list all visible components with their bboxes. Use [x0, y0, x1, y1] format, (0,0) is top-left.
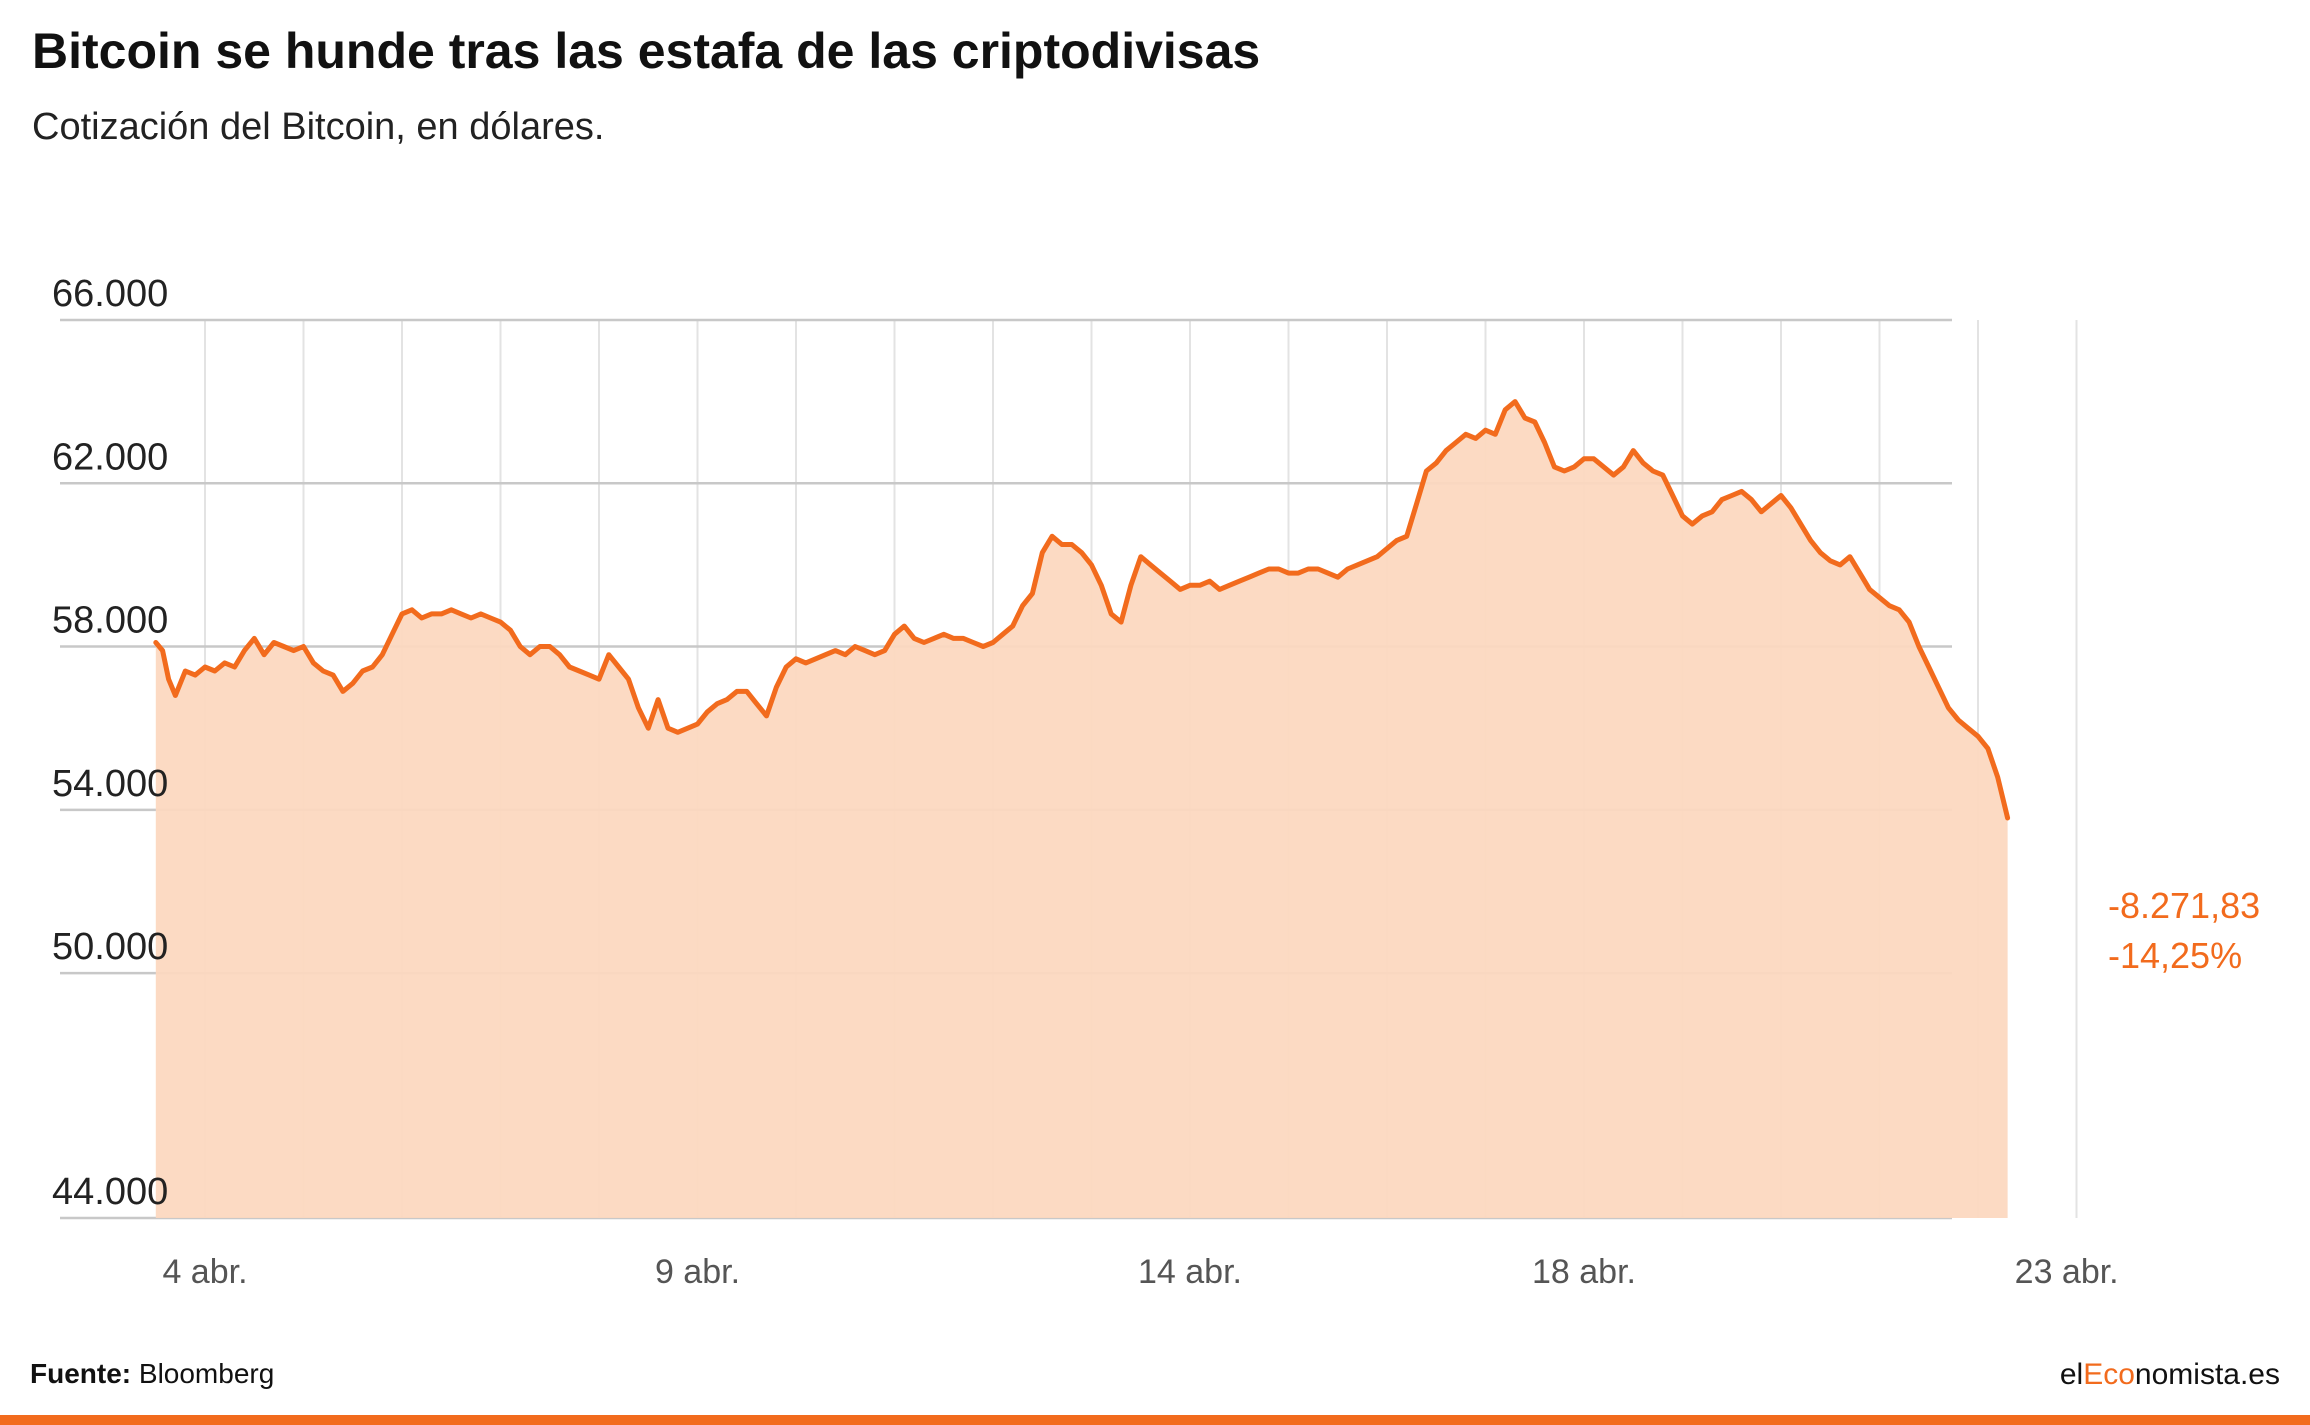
bottom-accent-bar	[0, 1415, 2310, 1425]
x-tick-label: 4 abr.	[162, 1253, 247, 1291]
y-tick-label: 66.000	[52, 273, 168, 315]
source-value: Bloomberg	[138, 1358, 275, 1389]
chart-title: Bitcoin se hunde tras las estafa de las …	[32, 23, 1261, 79]
y-tick-label: 50.000	[52, 926, 168, 968]
y-axis-ticks: 44.000 50.000 54.000 58.000 62.000 66.000	[52, 273, 168, 1213]
brand-logo: elEconomista.es	[2060, 1358, 2280, 1392]
y-tick-label: 58.000	[52, 600, 168, 642]
source-note: Fuente: Bloomberg	[30, 1358, 274, 1390]
brand-accent: Eco	[2083, 1358, 2135, 1391]
y-tick-label: 44.000	[52, 1171, 168, 1213]
x-tick-label: 18 abr.	[1532, 1253, 1636, 1291]
price-area	[155, 401, 2008, 1219]
x-axis-ticks: 4 abr. 9 abr. 14 abr. 18 abr. 23 abr.	[162, 1253, 2118, 1291]
x-tick-label: 14 abr.	[1138, 1253, 1242, 1291]
x-tick-label: 9 abr.	[655, 1253, 740, 1291]
y-tick-label: 54.000	[52, 763, 168, 805]
price-series	[153, 399, 2011, 1219]
price-line	[153, 399, 2011, 821]
x-tick-label: 23 abr.	[2015, 1253, 2119, 1291]
source-label: Fuente:	[30, 1358, 132, 1389]
chart-subtitle: Cotización del Bitcoin, en dólares.	[32, 106, 605, 148]
annotation-change: -8.271,83	[2108, 885, 2260, 926]
y-tick-label: 62.000	[52, 436, 168, 478]
annotation-percent: -14,25%	[2108, 935, 2242, 976]
brand-prefix: el	[2059, 1358, 2084, 1391]
brand-suffix: nomista.es	[2134, 1358, 2280, 1391]
